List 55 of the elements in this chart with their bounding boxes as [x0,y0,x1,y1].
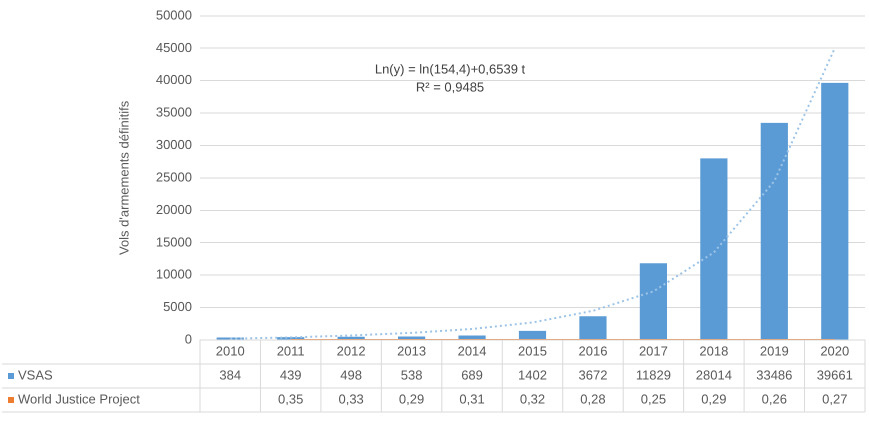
y-tick-label: 0 [184,332,192,347]
y-tick-label: 30000 [156,137,192,152]
x-tick-label: 2019 [760,344,789,359]
data-label: 0,28 [580,392,606,407]
data-label: 1402 [518,368,547,383]
y-axis-title: Vols d'armements définitifs [116,100,132,256]
bar [700,158,728,340]
data-label: 39661 [816,368,853,383]
data-label: 0,35 [278,392,304,407]
y-tick-label: 5000 [163,299,192,314]
bar [518,330,546,340]
data-label: 33486 [756,368,792,383]
data-label: 11829 [636,368,672,383]
data-label: 0,31 [459,392,485,407]
y-tick-label: 10000 [156,266,192,282]
data-label: 384 [219,368,242,383]
annotation: R² = 0,9485 [416,80,484,95]
y-tick-label: 45000 [156,40,192,55]
data-label: 498 [340,368,362,383]
data-label: 538 [400,368,422,383]
data-label: 0,32 [520,392,546,407]
x-tick-label: 2017 [638,344,668,359]
x-tick-label: 2018 [699,344,728,359]
y-tick-label: 15000 [156,234,192,250]
legend-label: World Justice Project [18,392,140,407]
legend-label: VSAS [18,368,54,383]
bar [821,82,848,340]
bar [760,122,788,340]
line-series [229,47,836,340]
bar [579,316,607,340]
y-tick-label: 25000 [156,169,192,184]
x-tick-label: 2016 [578,344,608,359]
y-tick-label: 40000 [156,72,192,88]
x-tick-label: 2012 [336,344,366,359]
annotation: Ln(y) = ln(154,4)+0,6539 t [374,62,526,77]
bar [640,263,668,340]
data-label: 0,27 [822,392,848,407]
data-label: 3672 [578,368,608,383]
data-label: 0,26 [762,392,787,407]
data-label: 0,33 [338,392,364,407]
x-tick-label: 2011 [276,344,305,359]
x-tick-label: 2013 [397,344,426,359]
data-label: 0,29 [398,392,424,407]
y-tick-label: 20000 [156,202,192,217]
x-tick-label: 2015 [518,344,547,359]
y-tick-label: 35000 [156,104,192,120]
data-label: 689 [461,368,483,383]
data-label: 0,29 [701,392,727,407]
data-label: 439 [280,368,302,383]
x-tick-label: 2014 [458,344,487,359]
x-tick-label: 2020 [820,344,850,359]
data-label: 0,25 [640,392,666,407]
x-tick-label: 2010 [216,344,245,359]
data-label: 28014 [696,368,732,383]
y-tick-label: 50000 [156,7,192,22]
